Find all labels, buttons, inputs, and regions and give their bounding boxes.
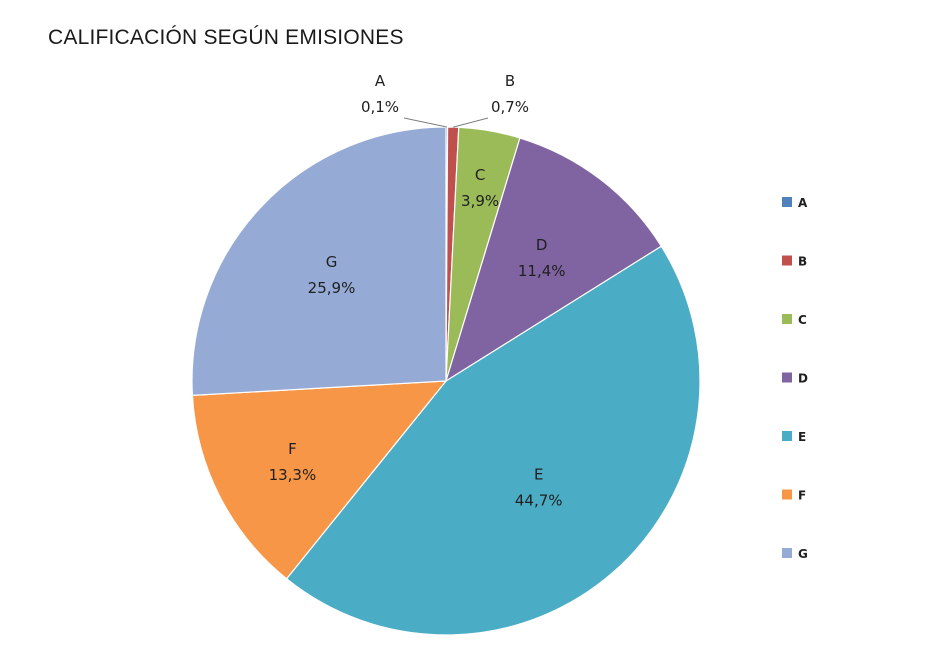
slice-value-label-g: 25,9% bbox=[308, 279, 356, 297]
leader-lines bbox=[403, 117, 489, 128]
legend-label-b: B bbox=[798, 255, 807, 269]
slice-value-label-e: 44,7% bbox=[515, 492, 563, 510]
leader-line-b bbox=[453, 117, 489, 128]
legend-swatch-e bbox=[782, 431, 792, 441]
slice-category-label-g: G bbox=[326, 253, 338, 271]
slice-value-label-d: 11,4% bbox=[518, 262, 566, 280]
slice-value-label-f: 13,3% bbox=[269, 466, 317, 484]
legend-label-c: C bbox=[798, 313, 807, 327]
legend-swatch-b bbox=[782, 255, 792, 266]
slice-category-label-e: E bbox=[534, 466, 543, 484]
slice-category-label-f: F bbox=[288, 440, 297, 458]
slice-value-label-b: 0,7% bbox=[491, 98, 529, 116]
slice-value-label-c: 3,9% bbox=[461, 192, 499, 210]
slice-category-label-a: A bbox=[375, 72, 386, 90]
legend-label-e: E bbox=[798, 430, 806, 444]
legend-swatch-d bbox=[782, 372, 792, 383]
legend-swatch-g bbox=[782, 548, 792, 558]
pie-slice-e bbox=[285, 245, 701, 636]
legend-label-d: D bbox=[798, 372, 808, 386]
legend-swatch-f bbox=[782, 489, 792, 500]
legend-label-g: G bbox=[798, 547, 808, 561]
leader-line-a bbox=[403, 117, 447, 128]
data-labels: A 0,1% B 0,7% C 3,9% D 11,4% E 44,7% F 13,3% G 25,9% bbox=[269, 72, 566, 510]
legend-label-f: F bbox=[798, 489, 806, 503]
legend-label-a: A bbox=[798, 196, 808, 210]
pie-slice-d bbox=[444, 137, 663, 383]
pie-slice-g bbox=[191, 126, 447, 396]
legend-swatch-c bbox=[782, 314, 792, 324]
pie-slices bbox=[191, 126, 701, 636]
slice-category-label-b: B bbox=[505, 72, 515, 90]
pie-slice-f bbox=[191, 380, 448, 580]
slice-category-label-c: C bbox=[475, 166, 485, 184]
legend-swatch-a bbox=[782, 197, 792, 207]
slice-category-label-d: D bbox=[536, 236, 548, 254]
slice-value-label-a: 0,1% bbox=[361, 98, 399, 116]
legend: A B C D E F G bbox=[782, 196, 808, 561]
chart-title: CALIFICACIÓN SEGÚN EMISIONES bbox=[48, 26, 404, 49]
